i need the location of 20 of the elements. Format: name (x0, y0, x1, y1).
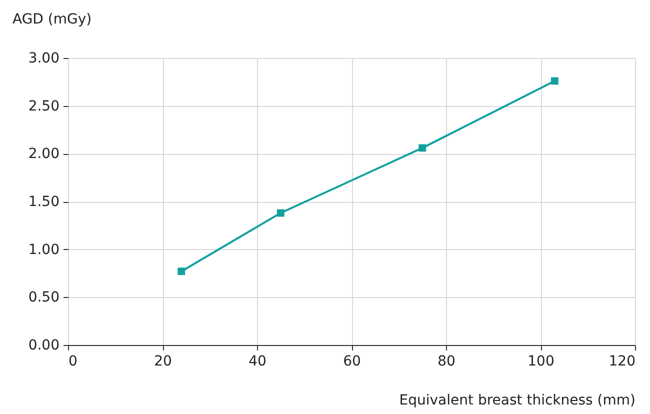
x-tick-label: 20 (154, 354, 172, 370)
x-axis-title: Equivalent breast thickness (mm) (399, 392, 636, 408)
y-tick-label: 2.50 (28, 98, 60, 114)
y-tick-label: 0.50 (28, 290, 60, 306)
x-tick-label: 40 (248, 354, 266, 370)
y-tick-label: 3.00 (28, 50, 60, 66)
y-tick-label: 1.00 (28, 242, 60, 258)
point (418, 144, 426, 152)
y-tick-label: 0.00 (28, 338, 60, 354)
x-tick-label: 0 (68, 354, 78, 370)
y-axis-title: AGD (mGy) (12, 12, 92, 28)
point (550, 77, 558, 85)
x-tick-label: 120 (608, 354, 636, 370)
point (276, 209, 284, 217)
x-tick-label: 60 (343, 354, 361, 370)
y-tick-label: 1.50 (28, 194, 60, 210)
y-tick-label: 2.00 (28, 146, 60, 162)
x-tick-label: 80 (438, 354, 456, 370)
point (178, 268, 186, 276)
x-tick-label: 100 (528, 354, 554, 370)
